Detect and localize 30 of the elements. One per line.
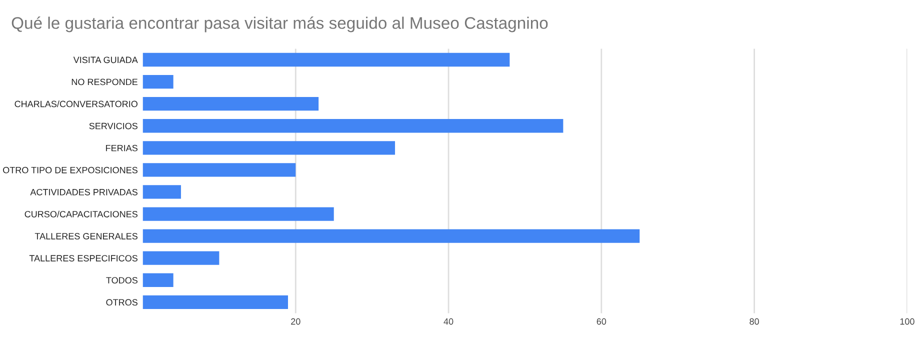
x-tick-label: 20 [291, 318, 300, 325]
y-tick-label: OTROS [106, 299, 138, 306]
x-tick-label: 40 [444, 318, 454, 325]
y-tick-label: NO RESPONDE [72, 78, 138, 86]
chart-title: Qué le gustaria encontrar pasa visitar más seguido al Museo Castagnino [12, 16, 548, 32]
x-tick-label: 60 [596, 318, 606, 325]
y-tick-label: TALLERES ESPECIFICOS [29, 255, 138, 262]
bar [142, 229, 640, 243]
y-tick-label: ACTIVIDADES PRIVADAS [30, 188, 138, 196]
bar [142, 163, 296, 177]
x-tick-label: 100 [900, 318, 914, 325]
bar [142, 273, 174, 287]
y-tick-label: TODOS [106, 277, 138, 284]
y-tick-label: SERVICIOS [89, 122, 138, 130]
bar [142, 96, 319, 111]
y-tick-label: OTRO TIPO DE EXPOSICIONES [3, 166, 138, 174]
y-tick-label: FERIAS [106, 144, 138, 152]
bar [142, 185, 181, 199]
bar [142, 52, 510, 67]
bar [142, 119, 564, 133]
bar [142, 141, 396, 155]
bar [142, 74, 174, 89]
y-tick-label: VISITA GUIADA [73, 56, 138, 64]
bar [142, 251, 220, 265]
y-tick-label: TALLERES GENERALES [34, 233, 138, 240]
y-tick-label: CURSO/CAPACITACIONES [24, 210, 138, 218]
bar [142, 295, 288, 310]
bar [142, 207, 334, 221]
x-tick-label: 80 [750, 318, 759, 325]
y-tick-label: CHARLAS/CONVERSATORIO [14, 100, 138, 108]
